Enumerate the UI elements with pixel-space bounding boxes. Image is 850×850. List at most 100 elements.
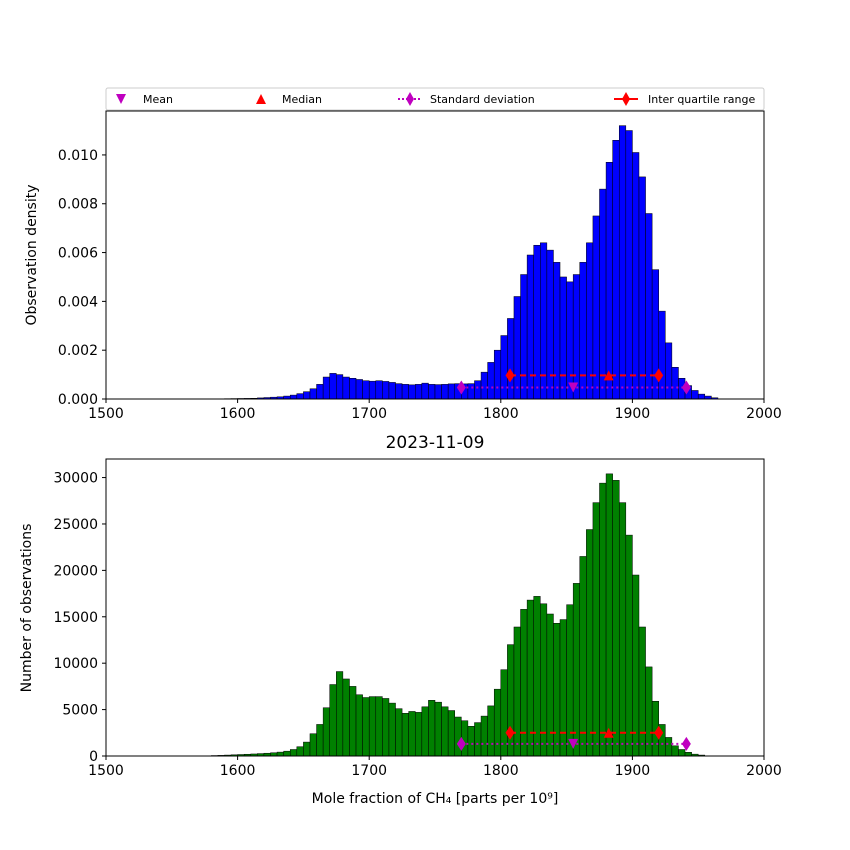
count-bar bbox=[684, 752, 692, 757]
count-bar bbox=[618, 502, 627, 757]
density-bar bbox=[303, 391, 311, 400]
count-mean-marker bbox=[568, 738, 579, 749]
density-bar bbox=[289, 394, 298, 400]
count-bar bbox=[395, 708, 403, 757]
density-bar bbox=[645, 213, 653, 400]
count-std-high-marker bbox=[681, 736, 691, 751]
density-bar bbox=[638, 176, 646, 400]
legend-entry-median: Median bbox=[256, 93, 322, 106]
count-bar bbox=[632, 574, 640, 757]
density-bar bbox=[342, 376, 350, 400]
count-bar bbox=[276, 751, 284, 757]
density-y-tick-label: 0.008 bbox=[58, 197, 98, 213]
iqr-diamond-icon bbox=[622, 92, 630, 106]
density-iqr-low-marker bbox=[505, 368, 515, 383]
std-diamond-icon bbox=[406, 92, 414, 106]
count-bar bbox=[428, 700, 436, 757]
density-bar bbox=[355, 379, 363, 400]
density-bar bbox=[618, 125, 627, 400]
density-bar bbox=[362, 380, 370, 400]
count-bar bbox=[638, 626, 646, 757]
count-bar bbox=[474, 722, 482, 757]
density-bar bbox=[493, 349, 502, 400]
count-x-tick-label: 1700 bbox=[351, 763, 387, 779]
legend: Mean Median Standard deviation Inter qua… bbox=[105, 87, 765, 111]
density-bar bbox=[487, 362, 495, 400]
density-bar bbox=[309, 388, 317, 400]
count-bar bbox=[303, 741, 311, 757]
count-bar bbox=[493, 688, 502, 757]
count-bar bbox=[355, 694, 363, 757]
density-bar bbox=[546, 249, 554, 400]
count-y-tick-label: 20000 bbox=[53, 563, 98, 579]
density-bar bbox=[434, 384, 442, 400]
count-bar bbox=[678, 749, 686, 757]
density-bar bbox=[474, 380, 482, 400]
density-bar bbox=[368, 380, 377, 400]
count-bar bbox=[289, 749, 298, 757]
density-bar bbox=[566, 281, 574, 400]
count-x-axis: 1500 1600 1700 1800 1900 2000 bbox=[88, 756, 782, 779]
count-bar bbox=[342, 678, 350, 757]
density-bar bbox=[375, 380, 383, 400]
density-y-axis: 0.000 0.002 0.004 0.006 0.008 0.010 bbox=[58, 148, 106, 408]
count-bar bbox=[645, 666, 653, 757]
density-bar bbox=[599, 188, 607, 400]
density-bar bbox=[500, 335, 508, 400]
count-bar bbox=[553, 623, 561, 757]
count-x-tick-label: 1500 bbox=[88, 763, 124, 779]
density-bar bbox=[612, 140, 620, 400]
count-bar bbox=[336, 671, 344, 757]
density-bar bbox=[428, 384, 436, 400]
density-bar bbox=[408, 384, 416, 400]
density-bar bbox=[467, 383, 475, 400]
count-bar bbox=[382, 698, 390, 757]
density-bar bbox=[316, 384, 324, 400]
density-iqr-high-marker bbox=[654, 368, 664, 383]
count-bar bbox=[316, 724, 324, 757]
density-y-tick-label: 0.002 bbox=[58, 343, 98, 359]
density-bar bbox=[665, 342, 673, 400]
count-bar bbox=[599, 482, 607, 757]
count-bar bbox=[322, 707, 330, 757]
count-bar bbox=[605, 473, 613, 757]
density-bar bbox=[658, 310, 666, 400]
count-x-tick-label: 1800 bbox=[483, 763, 519, 779]
count-bar bbox=[513, 626, 521, 757]
count-x-tick-label: 2000 bbox=[746, 763, 782, 779]
count-bar bbox=[349, 686, 357, 757]
count-bar bbox=[507, 644, 515, 757]
density-bar bbox=[296, 393, 304, 400]
density-bar bbox=[336, 374, 344, 400]
count-chart-title: 2023-11-09 bbox=[386, 433, 485, 453]
density-mean-marker bbox=[568, 382, 579, 393]
count-y-tick-label: 25000 bbox=[53, 517, 98, 533]
density-bar bbox=[572, 274, 581, 400]
density-bar bbox=[579, 262, 587, 400]
density-y-tick-label: 0.006 bbox=[58, 246, 98, 262]
density-bar bbox=[553, 262, 561, 400]
legend-entry-std: Standard deviation bbox=[398, 92, 535, 106]
count-stats bbox=[456, 725, 691, 751]
density-bar bbox=[526, 254, 534, 400]
density-bar bbox=[513, 296, 521, 400]
count-y-tick-label: 0 bbox=[89, 749, 98, 765]
count-plot-frame bbox=[105, 458, 765, 757]
density-bar bbox=[349, 378, 357, 400]
count-bar bbox=[368, 696, 377, 757]
count-chart: 2023-11-09 1500 1600 1700 1800 1900 2000 0 500… bbox=[19, 433, 782, 807]
count-bar bbox=[612, 480, 620, 757]
density-bar bbox=[691, 390, 699, 400]
density-x-tick-label: 1500 bbox=[88, 406, 124, 422]
density-bar bbox=[625, 130, 633, 400]
density-bar bbox=[480, 371, 488, 400]
count-bar bbox=[375, 696, 383, 757]
count-bar bbox=[296, 746, 304, 757]
density-median-marker bbox=[603, 370, 614, 381]
count-bar bbox=[625, 534, 633, 757]
density-stats bbox=[456, 368, 691, 395]
density-x-tick-label: 1800 bbox=[483, 406, 519, 422]
count-bar bbox=[546, 613, 554, 757]
count-bar bbox=[461, 720, 469, 757]
density-bar bbox=[322, 376, 330, 400]
